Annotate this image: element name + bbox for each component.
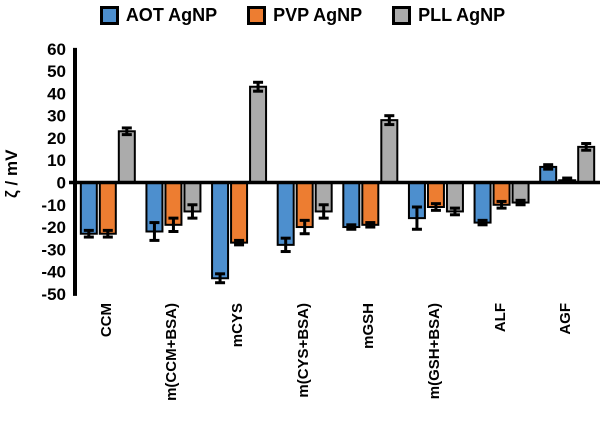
chart-legend: AOT AgNP PVP AgNP PLL AgNP (0, 2, 605, 28)
bar-aot-mCYS (211, 181, 230, 280)
y-tick-label: -10 (41, 196, 66, 215)
bar-pll-mGSH (380, 119, 399, 184)
legend-label-pvp: PVP AgNP (273, 4, 363, 25)
y-tick-label: 10 (47, 151, 66, 170)
legend-label-aot: AOT AgNP (125, 4, 218, 25)
legend-swatch-aot-icon (99, 5, 119, 25)
bar-pvp-CCM (98, 181, 117, 235)
bar-pvp-mGSH (361, 181, 380, 226)
x-label-m(GSH+BSA): m(GSH+BSA) (425, 303, 443, 400)
x-label-ALF: ALF (491, 303, 509, 333)
bar-pll-mCYS (249, 85, 268, 184)
bar-pll-AGF (577, 145, 596, 184)
bar-pll-CCM (117, 130, 136, 184)
y-tick-label: 20 (47, 129, 66, 148)
bar-aot-mGSH (342, 181, 361, 229)
y-tick-label: 30 (47, 107, 66, 126)
bar-aot-m(CYS+BSA) (276, 181, 295, 246)
y-tick-label: 50 (47, 62, 66, 81)
bar-pvp-mCYS (230, 181, 249, 244)
y-tick-label: -30 (41, 240, 66, 259)
x-label-mCYS: mCYS (229, 303, 247, 348)
y-tick-label: -50 (41, 285, 66, 304)
x-label-AGF: AGF (557, 303, 575, 335)
bar-aot-ALF (473, 181, 492, 224)
y-tick-label: 40 (47, 84, 66, 103)
legend-swatch-pvp-icon (247, 5, 267, 25)
y-axis-title: ζ / mV (2, 149, 21, 199)
y-tick-label: 0 (57, 174, 66, 193)
y-tick-label: -40 (41, 263, 66, 282)
x-label-mGSH: mGSH (360, 303, 378, 349)
y-tick-label: 60 (47, 40, 66, 59)
y-tick-label: -20 (41, 218, 66, 237)
x-label-m(CCM+BSA): m(CCM+BSA) (163, 303, 181, 401)
x-label-m(CYS+BSA): m(CYS+BSA) (294, 303, 312, 398)
legend-item-pvp: PVP AgNP (247, 5, 362, 26)
legend-swatch-pll-icon (392, 5, 412, 25)
legend-label-pll: PLL AgNP (418, 4, 506, 25)
bar-aot-CCM (79, 181, 98, 235)
legend-item-aot: AOT AgNP (99, 4, 218, 26)
x-label-CCM: CCM (97, 303, 115, 338)
legend-item-pll: PLL AgNP (392, 5, 505, 26)
